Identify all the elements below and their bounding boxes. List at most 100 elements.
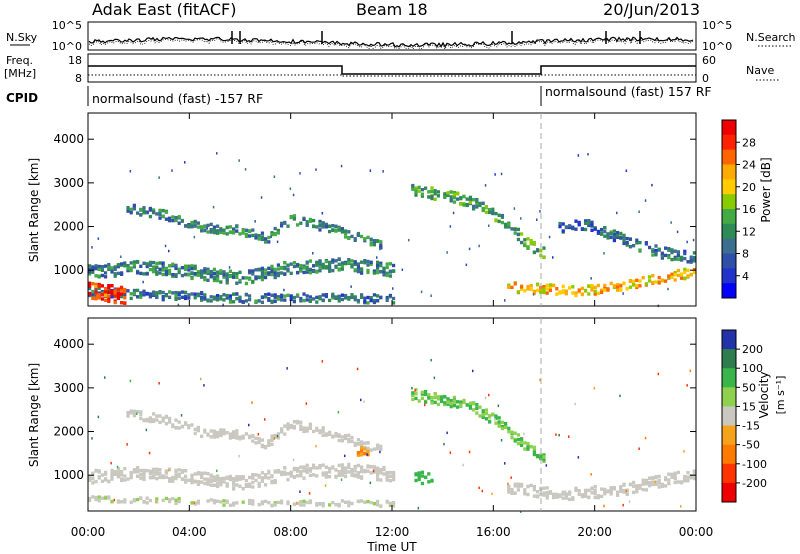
velocity-scatter-cell xyxy=(430,358,432,362)
velocity-cell xyxy=(462,400,466,404)
power-scatter-cell xyxy=(420,290,423,294)
power-scatter-cell xyxy=(622,292,624,295)
power-cell xyxy=(120,288,124,292)
velocity-cell xyxy=(356,453,360,457)
power-cell xyxy=(673,278,677,282)
velocity-cell xyxy=(446,400,450,404)
power-cell xyxy=(203,271,207,275)
power-cell xyxy=(158,212,162,217)
power-cell xyxy=(289,297,293,301)
noise-right-tick-bottom: 10^0 xyxy=(702,40,732,53)
velocity-cell xyxy=(139,468,143,473)
velocity-scatter-cell xyxy=(158,382,160,385)
power-cell xyxy=(452,196,456,200)
power-cell xyxy=(587,284,591,288)
power-cell xyxy=(264,268,268,272)
power-cell xyxy=(206,278,210,282)
power-cell xyxy=(219,297,223,301)
power-cell xyxy=(203,228,207,233)
velocity-scatter-cell xyxy=(558,433,560,437)
velocity-cell xyxy=(206,478,210,482)
velocity-cell xyxy=(379,444,383,449)
power-cell xyxy=(497,213,501,217)
power-cell xyxy=(638,240,642,245)
power-cell xyxy=(187,273,191,277)
velocity-cell xyxy=(235,475,239,479)
velocity-cell xyxy=(497,420,501,424)
power-cell xyxy=(366,268,370,273)
power-cell xyxy=(158,267,162,271)
velocity-cell xyxy=(232,503,236,507)
power-cell xyxy=(110,266,114,270)
velocity-cell xyxy=(382,467,386,472)
velocity-cell xyxy=(193,431,197,436)
colorbar-swatch xyxy=(722,164,736,180)
velocity-cell xyxy=(228,436,232,440)
power-cell xyxy=(107,265,111,269)
velocity-cell xyxy=(209,483,213,487)
velocity-cell xyxy=(251,480,255,485)
velocity-cell xyxy=(337,504,341,508)
velocity-cell xyxy=(260,501,264,506)
power-cell xyxy=(337,262,341,267)
power-cell xyxy=(235,275,239,279)
velocity-cell xyxy=(686,475,690,479)
power-cell xyxy=(91,270,95,274)
freq-label: Freq. xyxy=(6,54,33,67)
power-cell xyxy=(372,271,376,275)
velocity-cell xyxy=(520,437,524,441)
velocity-cell xyxy=(340,435,344,439)
velocity-cell xyxy=(148,472,152,476)
power-cell xyxy=(670,275,674,279)
power-cell xyxy=(232,275,236,279)
power-cell xyxy=(542,285,546,289)
velocity-cell xyxy=(296,421,300,425)
velocity-cell xyxy=(177,499,181,504)
power-cell xyxy=(382,273,386,277)
power-cell xyxy=(139,271,143,276)
velocity-cell xyxy=(116,470,120,474)
power-cell xyxy=(369,296,373,300)
power-cell xyxy=(670,272,674,276)
velocity-cell xyxy=(145,417,149,422)
velocity-cell xyxy=(276,500,280,505)
power-cell xyxy=(318,269,322,273)
power-scatter-cell xyxy=(651,183,653,187)
velocity-cell xyxy=(436,402,440,407)
power-cell xyxy=(235,292,239,296)
power-cell xyxy=(177,221,181,225)
power-cell xyxy=(94,297,98,301)
velocity-cell xyxy=(88,496,92,501)
velocity-cell xyxy=(222,431,226,436)
power-scatter-cell xyxy=(292,193,295,197)
power-cell xyxy=(625,243,629,247)
power-cell xyxy=(494,211,498,216)
velocity-cell xyxy=(667,472,671,476)
power-cell xyxy=(276,295,280,299)
power-scatter-cell xyxy=(552,256,554,259)
date-title: 20/Jun/2013 xyxy=(603,0,700,19)
power-cell xyxy=(331,228,335,232)
power-cell xyxy=(148,208,152,212)
power-cell xyxy=(334,265,338,269)
velocity-scatter-cell xyxy=(366,453,368,456)
power-cell xyxy=(152,266,156,270)
power-cell xyxy=(219,280,223,284)
velocity-cell xyxy=(468,401,472,405)
velocity-cell xyxy=(414,388,418,392)
power-scatter-cell xyxy=(91,246,93,249)
power-cell xyxy=(155,265,159,269)
power-cell xyxy=(270,293,274,297)
range-tick-label: 1000 xyxy=(53,468,84,482)
power-cell xyxy=(488,208,492,212)
power-cell xyxy=(344,235,348,239)
power-cell xyxy=(683,251,687,256)
velocity-cell xyxy=(331,500,335,505)
velocity-scatter-cell xyxy=(305,402,308,405)
power-cell xyxy=(161,261,165,265)
velocity-scatter-cell xyxy=(593,387,596,390)
power-cell xyxy=(104,293,108,297)
power-cell xyxy=(260,266,264,271)
power-cell xyxy=(510,227,514,231)
velocity-scatter-cell xyxy=(116,465,119,469)
